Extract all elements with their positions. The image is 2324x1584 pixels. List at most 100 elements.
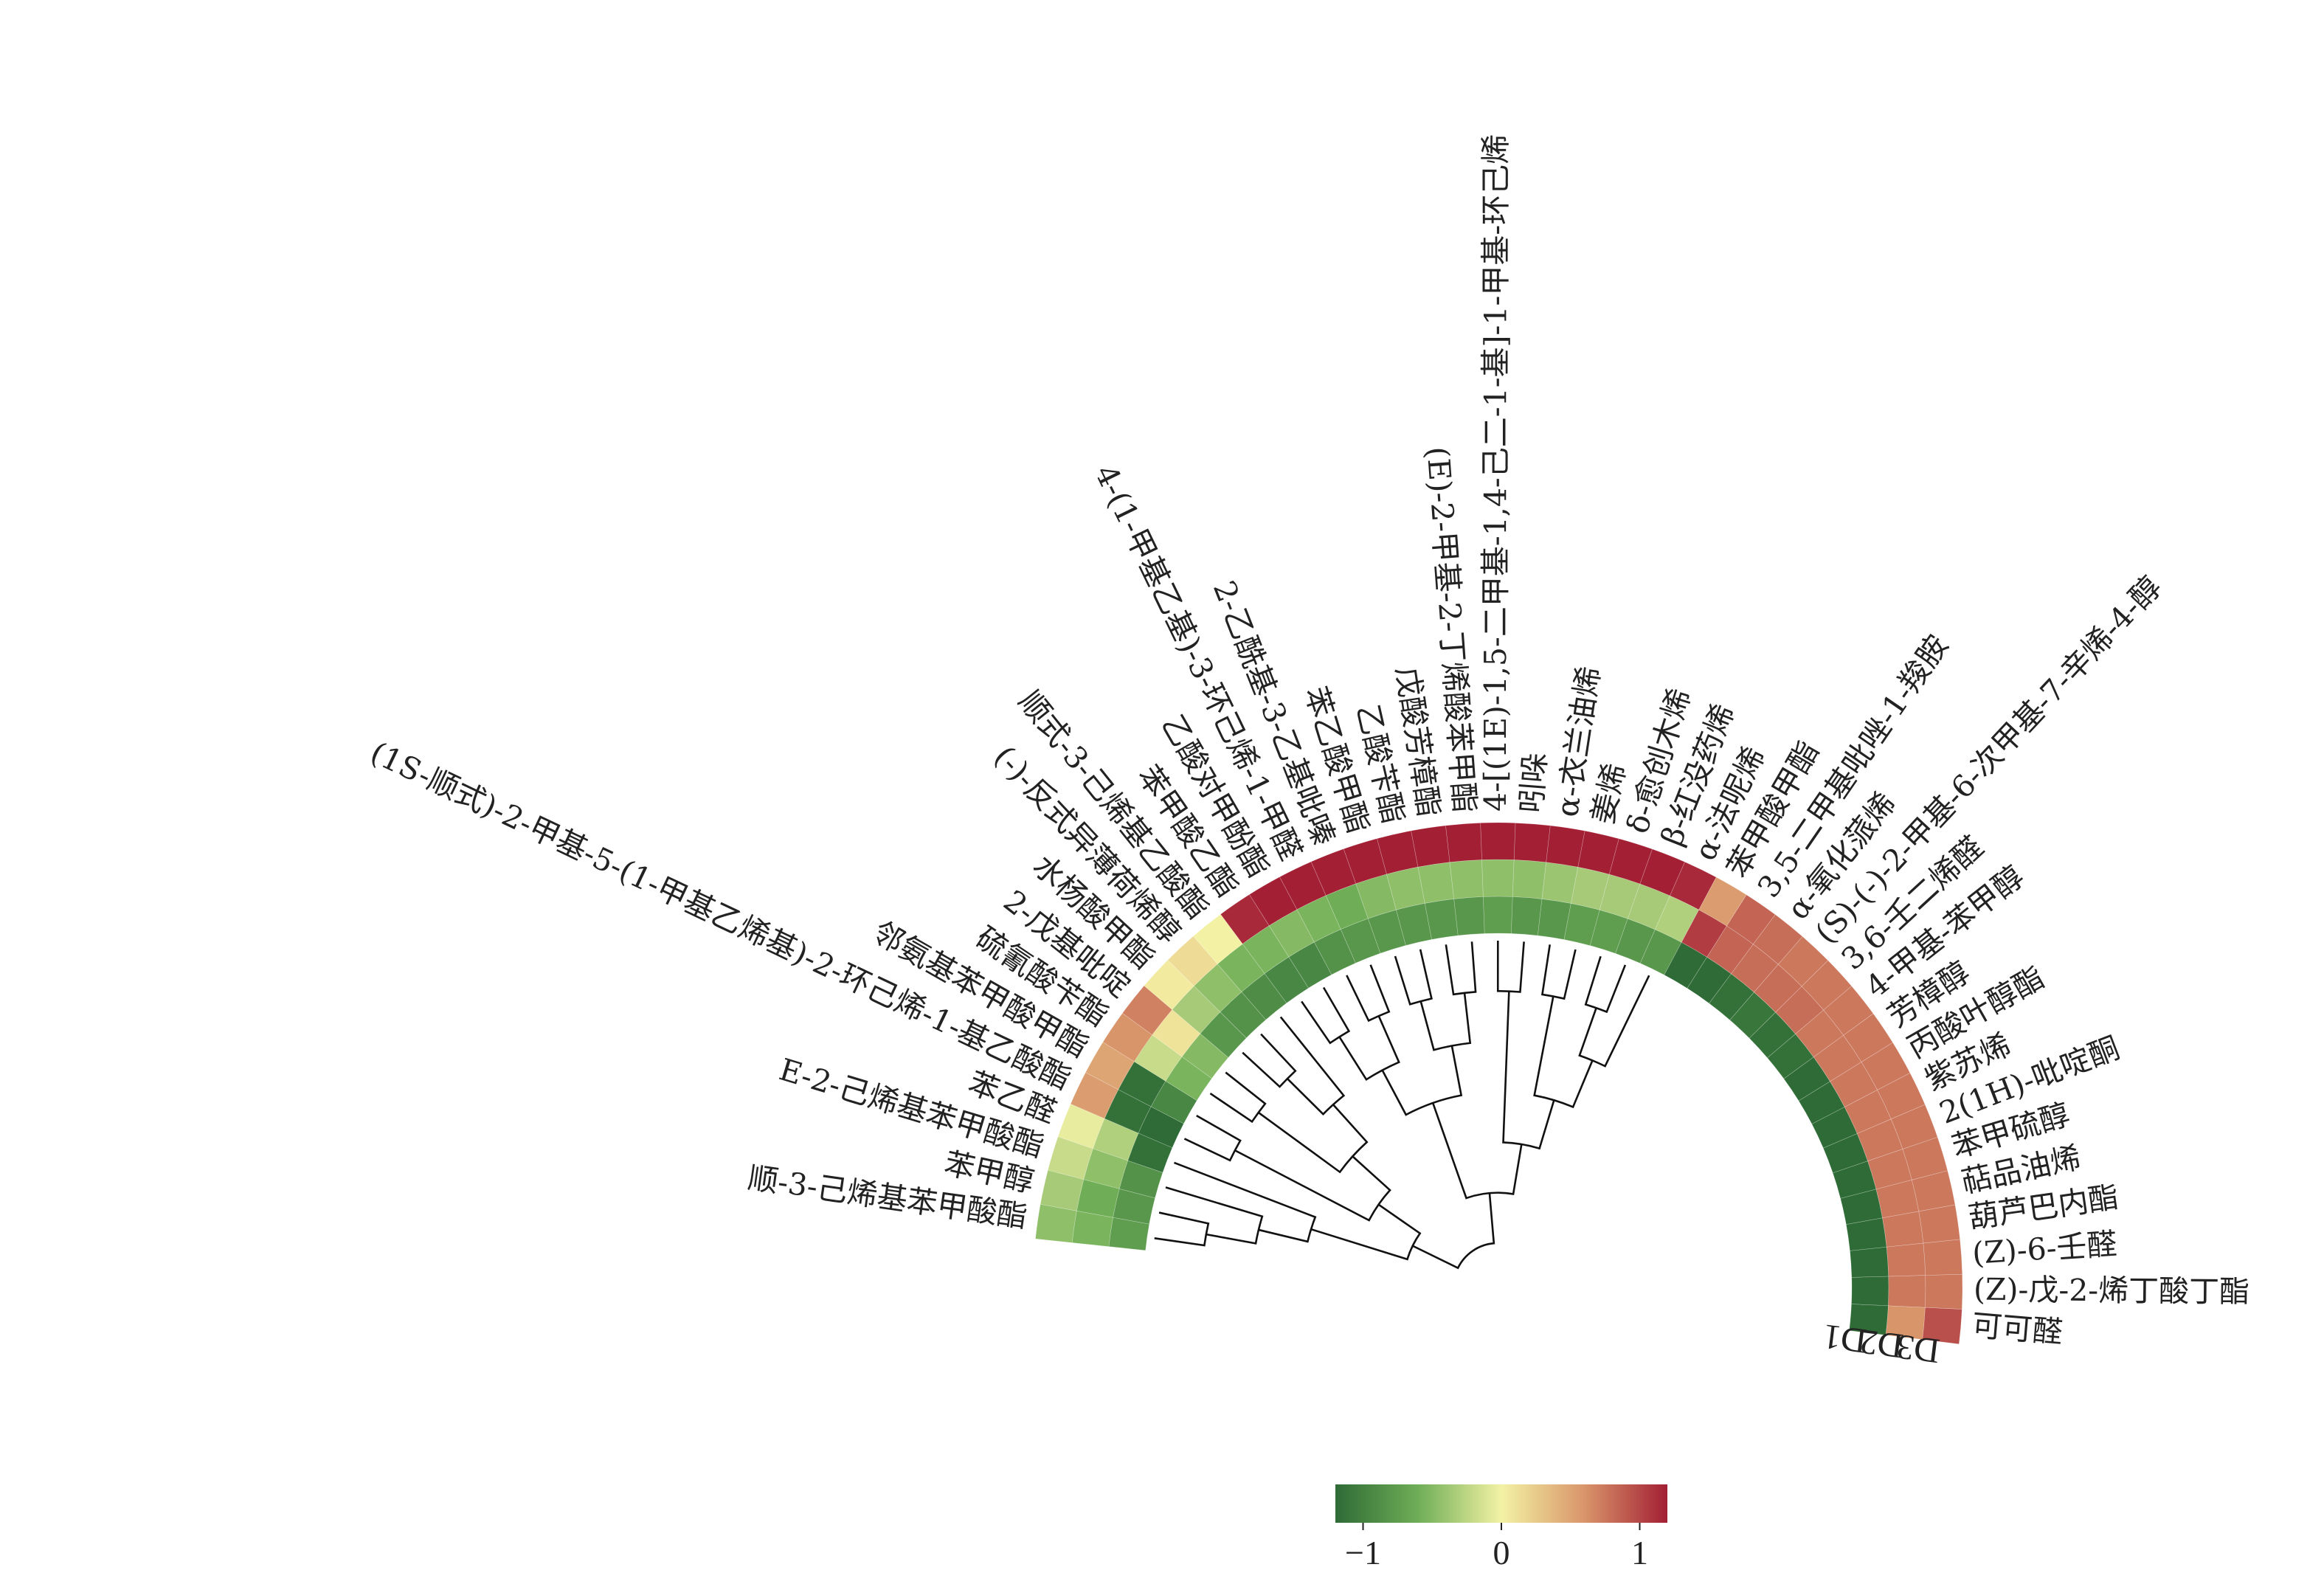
heat-cell-D3-18: [1445, 823, 1482, 862]
compound-label: (Z)-戊-2-烯丁酸丁酯: [1974, 1272, 2250, 1310]
heat-cell-D2-26: [1681, 909, 1727, 958]
heat-cell-D3-41: [1922, 1307, 1962, 1345]
heat-cell-D3-15: [1343, 838, 1387, 885]
heat-cell-D3-36: [1902, 1136, 1948, 1180]
dendrogram-branch: [1301, 986, 1351, 1045]
heat-cell-D3-39: [1923, 1239, 1963, 1276]
heat-cell-D3-12: [1249, 876, 1298, 927]
heat-cell-D2-10: [1217, 943, 1265, 992]
heat-cell-D3-33: [1861, 1042, 1911, 1090]
dendrogram-branch: [1242, 1033, 1297, 1088]
dendrogram-branch: [1381, 1045, 1463, 1116]
dendrogram-branch: [1445, 941, 1477, 996]
compound-label: (1S-顺式)-2-甲基-5-(1-甲基乙烯基)-2-环己烯-1-基乙酸酯: [365, 735, 1076, 1097]
dendrogram-branch: [1496, 940, 1525, 993]
heat-cell-D1-28: [1709, 973, 1754, 1021]
heat-cell-D2-39: [1886, 1242, 1926, 1277]
dendrogram-branch: [1431, 1102, 1523, 1200]
heat-cell-D3-24: [1639, 848, 1686, 896]
heat-cell-D2-38: [1882, 1211, 1924, 1248]
dendrogram-branch: [1310, 1203, 1422, 1261]
colorbar-gradient: [1335, 1484, 1667, 1523]
heat-cell-D1-18: [1453, 896, 1485, 936]
heat-cell-D3-14: [1310, 848, 1357, 896]
heat-cell-D2-19: [1481, 859, 1515, 897]
dendrogram-branch: [1165, 1186, 1264, 1245]
dendrogram-branch: [1584, 955, 1627, 1014]
dendrogram-branch: [1502, 991, 1555, 1150]
heat-cell-D1-23: [1589, 909, 1628, 954]
compound-label: (Z)-6-壬醛: [1971, 1226, 2118, 1271]
dendrogram-branch: [1412, 1193, 1495, 1270]
dendrogram-branch: [1154, 1211, 1210, 1247]
dendrogram-branch: [1209, 1071, 1267, 1124]
heat-cell-D2-32: [1813, 1034, 1862, 1082]
heat-cell-D3-28: [1752, 914, 1803, 965]
heat-cell-D1-20: [1511, 896, 1543, 936]
ring-label-D1: D1: [1821, 1316, 1869, 1360]
dendrogram: [1154, 940, 1650, 1270]
heat-cell-D3-30: [1801, 960, 1853, 1011]
dendrogram-branch: [1394, 949, 1433, 1006]
compound-labels: 顺-3-己烯基苯甲酸酯苯甲醇E-2-己烯基苯甲酸酯苯乙醛(1S-顺式)-2-甲基…: [365, 134, 2250, 1351]
heat-cell-D1-6: [1165, 1056, 1212, 1101]
heat-cell-D2-28: [1731, 944, 1779, 993]
heat-cell-D2-17: [1417, 862, 1454, 904]
heat-cell-D2-24: [1627, 883, 1670, 930]
heat-cell-D3-19: [1480, 822, 1516, 860]
heat-cell-D2-18: [1449, 860, 1484, 899]
heat-cell-D3-34: [1877, 1072, 1926, 1120]
heat-cell-D3-8: [1144, 959, 1194, 1010]
dendrogram-branch: [1234, 1149, 1391, 1222]
colorbar-tick-label: −1: [1345, 1534, 1381, 1571]
heat-cell-D1-40: [1851, 1276, 1889, 1307]
ring-label-D2: D2: [1858, 1321, 1906, 1366]
heat-cell-D3-37: [1912, 1170, 1956, 1212]
heat-cell-D1-39: [1850, 1246, 1889, 1278]
heat-cell-D3-9: [1167, 935, 1218, 986]
heat-cell-D3-6: [1102, 1012, 1153, 1062]
dendrogram-branch: [1338, 1015, 1400, 1081]
compound-label: 可可醛: [1971, 1307, 2064, 1350]
heat-cell-D3-17: [1411, 825, 1450, 868]
dendrogram-branch: [1533, 996, 1594, 1109]
heat-cell-D3-40: [1925, 1273, 1963, 1310]
heatmap-cells: [1035, 822, 1963, 1345]
heat-cell-D1-0: [1108, 1217, 1150, 1251]
heat-cell-D3-7: [1121, 985, 1173, 1036]
dendrogram-branch: [1173, 1161, 1317, 1243]
dendrogram-branch: [1257, 1104, 1369, 1174]
heat-cell-D3-10: [1193, 913, 1243, 965]
heat-cell-D3-11: [1220, 893, 1270, 944]
heat-cell-D2-16: [1386, 866, 1425, 910]
heat-cell-D3-27: [1726, 894, 1776, 945]
ring-label-D3: D3: [1894, 1327, 1942, 1371]
heat-cell-D3-3: [1057, 1104, 1105, 1149]
heat-cell-D3-35: [1890, 1104, 1938, 1149]
dendrogram-branch: [1540, 944, 1577, 1000]
heat-cell-D3-20: [1513, 823, 1551, 863]
dendrogram-branch: [1183, 1114, 1242, 1162]
heat-cell-D3-29: [1777, 935, 1829, 987]
heat-cell-D2-12: [1268, 909, 1315, 958]
heat-cell-D3-26: [1698, 876, 1747, 927]
heat-cell-D2-20: [1512, 860, 1546, 899]
heat-cell-D1-35: [1822, 1133, 1868, 1174]
heat-cell-D2-40: [1888, 1275, 1926, 1308]
colorbar-tick-label: 1: [1631, 1534, 1648, 1571]
heat-cell-D1-34: [1811, 1107, 1858, 1149]
heat-cell-D1-3: [1127, 1132, 1173, 1173]
heat-cell-D3-32: [1843, 1013, 1893, 1062]
heat-cell-D3-21: [1546, 825, 1585, 868]
heat-cell-D2-36: [1867, 1149, 1912, 1190]
compound-label: 吲哚: [1513, 751, 1553, 814]
colorbar-tick-label: 0: [1493, 1534, 1510, 1571]
heat-cell-D3-23: [1608, 838, 1653, 885]
heat-cell-D3-38: [1918, 1204, 1960, 1244]
heat-cell-D3-0: [1035, 1203, 1077, 1243]
heat-cell-D1-19: [1483, 896, 1513, 934]
heat-cell-D2-27: [1706, 925, 1754, 975]
dendrogram-branch: [1346, 964, 1391, 1023]
